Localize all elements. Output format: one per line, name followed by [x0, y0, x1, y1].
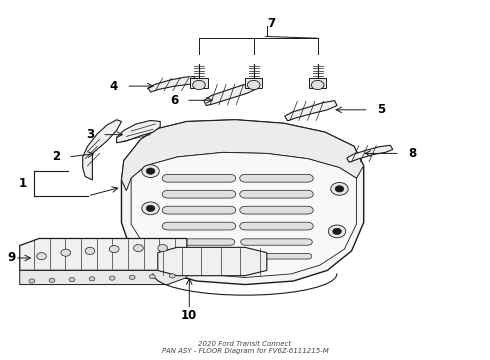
Polygon shape	[20, 263, 187, 284]
Circle shape	[142, 165, 159, 177]
Polygon shape	[240, 174, 313, 182]
Polygon shape	[148, 77, 196, 92]
Circle shape	[158, 244, 168, 252]
Circle shape	[29, 279, 35, 283]
Circle shape	[335, 186, 344, 192]
Polygon shape	[163, 239, 235, 245]
Text: 6: 6	[170, 94, 178, 107]
Polygon shape	[131, 152, 356, 278]
Circle shape	[146, 205, 155, 212]
Circle shape	[49, 278, 55, 282]
Polygon shape	[347, 145, 393, 162]
Circle shape	[129, 275, 135, 279]
Circle shape	[109, 246, 119, 253]
Circle shape	[85, 247, 95, 255]
Polygon shape	[117, 121, 160, 143]
Polygon shape	[162, 190, 236, 198]
Circle shape	[69, 278, 75, 282]
Text: 4: 4	[110, 80, 118, 93]
Text: 1: 1	[19, 177, 27, 190]
Circle shape	[146, 168, 155, 174]
Circle shape	[142, 202, 159, 215]
Text: PAN ASY - FLOOR Diagram for FV6Z-6111215-M: PAN ASY - FLOOR Diagram for FV6Z-6111215…	[162, 348, 328, 354]
Polygon shape	[158, 247, 267, 276]
Text: 10: 10	[181, 309, 197, 322]
Circle shape	[149, 274, 155, 279]
Text: 2: 2	[52, 150, 60, 163]
Text: 8: 8	[408, 147, 416, 160]
Polygon shape	[162, 206, 236, 214]
Circle shape	[328, 225, 346, 238]
Circle shape	[247, 80, 260, 90]
Text: 2020 Ford Transit Connect: 2020 Ford Transit Connect	[198, 341, 292, 347]
Circle shape	[61, 249, 71, 256]
Circle shape	[89, 277, 95, 281]
Text: 9: 9	[8, 252, 16, 265]
Polygon shape	[240, 190, 313, 198]
Circle shape	[333, 228, 342, 235]
Polygon shape	[241, 239, 312, 245]
Circle shape	[311, 80, 324, 90]
Text: 7: 7	[267, 17, 275, 30]
Polygon shape	[241, 253, 312, 259]
Polygon shape	[190, 78, 208, 88]
Polygon shape	[122, 120, 364, 191]
Polygon shape	[122, 120, 364, 284]
Polygon shape	[240, 206, 313, 214]
Polygon shape	[245, 78, 263, 88]
Circle shape	[37, 253, 47, 260]
Polygon shape	[162, 174, 236, 182]
Polygon shape	[20, 238, 187, 270]
Polygon shape	[285, 100, 337, 121]
Polygon shape	[162, 222, 236, 230]
Polygon shape	[204, 84, 257, 105]
Polygon shape	[309, 78, 326, 88]
Polygon shape	[164, 253, 234, 259]
Polygon shape	[83, 120, 122, 180]
Text: 3: 3	[86, 128, 94, 141]
Circle shape	[109, 276, 115, 280]
Circle shape	[170, 274, 175, 278]
Circle shape	[193, 80, 205, 90]
Polygon shape	[240, 222, 313, 230]
Text: 5: 5	[377, 103, 385, 116]
Circle shape	[331, 183, 348, 195]
Circle shape	[134, 244, 143, 252]
